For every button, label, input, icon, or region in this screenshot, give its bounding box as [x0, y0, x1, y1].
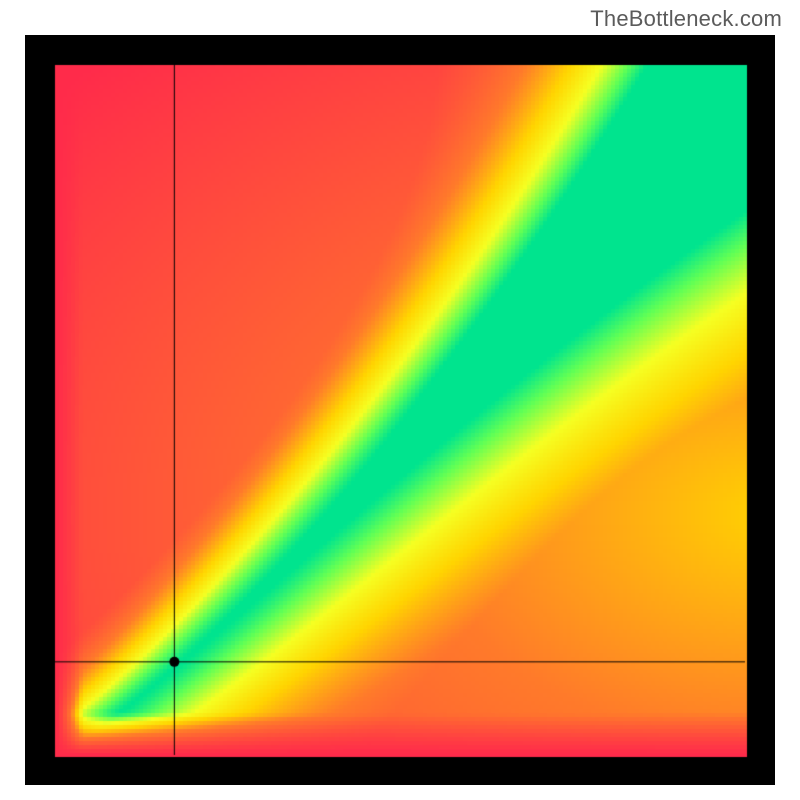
attribution-text: TheBottleneck.com: [590, 6, 782, 32]
bottleneck-heatmap: [25, 35, 775, 785]
